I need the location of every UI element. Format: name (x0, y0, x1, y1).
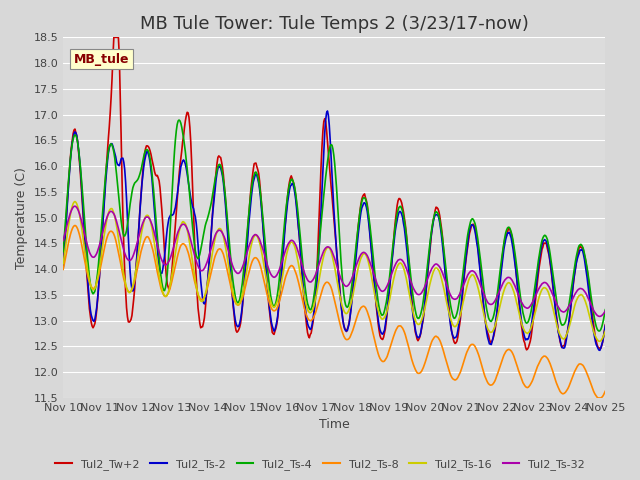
Tul2_Ts-32 (305, 279, 313, 285)
Legend: Tul2_Tw+2, Tul2_Ts-2, Tul2_Ts-4, Tul2_Ts-8, Tul2_Ts-16, Tul2_Ts-32: Tul2_Tw+2, Tul2_Ts-2, Tul2_Ts-4, Tul2_Ts… (51, 455, 589, 474)
Tul2_Ts-16 (422, 300, 430, 305)
Text: MB_tule: MB_tule (74, 53, 129, 66)
Tul2_Ts-16 (468, 272, 476, 277)
Tul2_Ts-16 (595, 338, 603, 344)
Tul2_Ts-16 (156, 277, 164, 283)
Line: Tul2_Ts-16: Tul2_Ts-16 (63, 202, 605, 341)
Tul2_Ts-8 (468, 342, 476, 348)
Tul2_Ts-32 (422, 280, 430, 286)
Tul2_Ts-8 (200, 296, 207, 302)
Tul2_Ts-32 (596, 313, 604, 319)
Title: MB Tule Tower: Tule Temps 2 (3/23/17-now): MB Tule Tower: Tule Temps 2 (3/23/17-now… (140, 15, 529, 33)
Tul2_Ts-8 (594, 395, 602, 401)
Tul2_Ts-8 (156, 282, 164, 288)
X-axis label: Time: Time (319, 419, 349, 432)
Tul2_Tw+2 (156, 185, 164, 191)
Tul2_Ts-4 (60, 249, 67, 254)
Tul2_Ts-4 (175, 117, 183, 123)
Line: Tul2_Ts-8: Tul2_Ts-8 (63, 226, 605, 398)
Tul2_Tw+2 (60, 264, 67, 270)
Tul2_Ts-2 (60, 266, 67, 272)
Tul2_Ts-8 (380, 359, 387, 364)
Tul2_Ts-2 (380, 329, 387, 335)
Tul2_Ts-4 (468, 216, 476, 222)
Line: Tul2_Ts-4: Tul2_Ts-4 (63, 120, 605, 331)
Tul2_Ts-2 (596, 348, 604, 353)
Tul2_Ts-16 (380, 316, 387, 322)
Tul2_Ts-8 (71, 223, 79, 228)
Tul2_Ts-4 (156, 255, 163, 261)
Tul2_Ts-16 (305, 310, 313, 315)
Tul2_Ts-2 (305, 324, 312, 329)
Tul2_Ts-8 (422, 357, 430, 362)
Tul2_Ts-8 (602, 388, 609, 394)
Tul2_Ts-2 (198, 295, 206, 301)
Tul2_Ts-16 (60, 261, 67, 266)
Y-axis label: Temperature (C): Temperature (C) (15, 167, 28, 269)
Tul2_Ts-32 (60, 238, 67, 243)
Line: Tul2_Ts-2: Tul2_Ts-2 (63, 111, 605, 350)
Tul2_Ts-4 (595, 328, 603, 334)
Tul2_Ts-2 (422, 287, 430, 292)
Tul2_Ts-2 (156, 263, 163, 269)
Line: Tul2_Ts-32: Tul2_Ts-32 (63, 206, 605, 316)
Tul2_Ts-32 (468, 268, 476, 274)
Tul2_Tw+2 (200, 320, 207, 326)
Tul2_Ts-4 (200, 232, 207, 238)
Tul2_Tw+2 (422, 287, 430, 292)
Tul2_Tw+2 (468, 222, 476, 228)
Tul2_Ts-32 (71, 203, 79, 209)
Tul2_Ts-32 (380, 288, 387, 294)
Tul2_Ts-4 (380, 311, 387, 317)
Tul2_Ts-2 (602, 323, 609, 328)
Tul2_Ts-32 (200, 267, 207, 273)
Tul2_Tw+2 (602, 322, 609, 328)
Tul2_Ts-4 (602, 307, 609, 312)
Tul2_Ts-2 (324, 108, 332, 114)
Tul2_Ts-8 (60, 266, 67, 272)
Tul2_Tw+2 (380, 335, 387, 340)
Tul2_Ts-16 (71, 199, 79, 204)
Tul2_Ts-16 (200, 297, 207, 303)
Tul2_Tw+2 (110, 35, 118, 40)
Tul2_Ts-4 (422, 275, 430, 280)
Tul2_Ts-2 (468, 222, 476, 228)
Tul2_Ts-32 (156, 252, 164, 258)
Tul2_Ts-4 (305, 306, 313, 312)
Tul2_Ts-8 (305, 317, 313, 323)
Tul2_Tw+2 (305, 335, 313, 341)
Line: Tul2_Tw+2: Tul2_Tw+2 (63, 37, 605, 350)
Tul2_Ts-16 (602, 328, 609, 334)
Tul2_Ts-32 (602, 308, 609, 314)
Tul2_Tw+2 (523, 347, 531, 353)
